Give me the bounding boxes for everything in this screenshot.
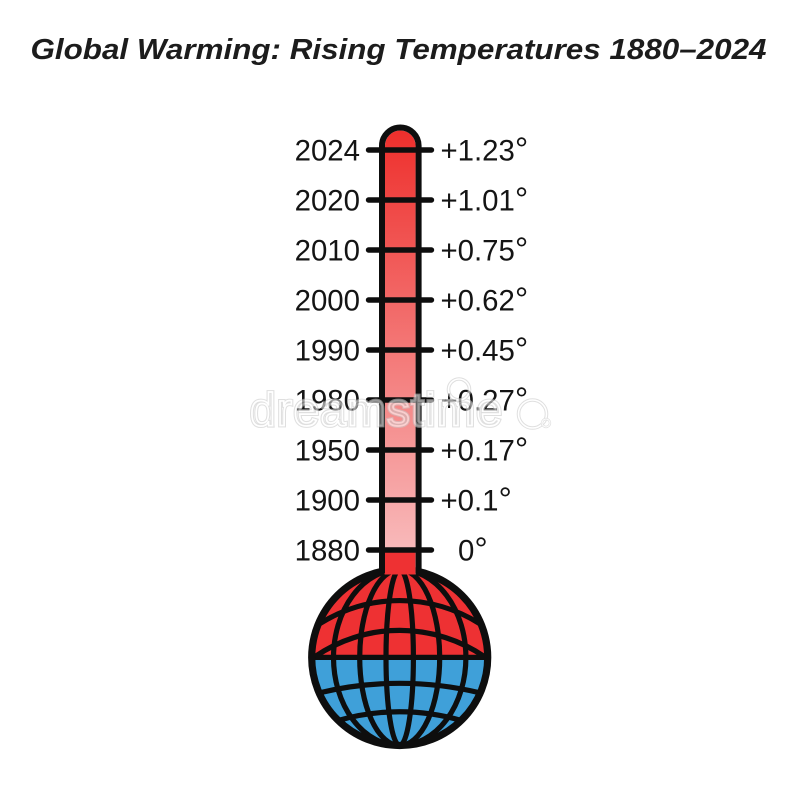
svg-text:dreamstime: dreamstime [250,384,503,436]
svg-text:1880: 1880 [295,534,360,567]
svg-text:+0.62°: +0.62° [441,281,529,318]
svg-text:2020: 2020 [295,184,360,217]
svg-text:2000: 2000 [295,284,360,317]
svg-text:+1.01°: +1.01° [441,181,529,218]
svg-text:1990: 1990 [295,334,360,367]
svg-text:1950: 1950 [295,434,360,467]
svg-text:2024: 2024 [295,134,360,167]
svg-text:dreamstime: dreamstime [250,384,503,436]
svg-text:0°: 0° [458,531,488,568]
svg-text:1980: 1980 [295,384,360,417]
svg-text:2010: 2010 [295,234,360,267]
svg-text:+1.23°: +1.23° [441,131,529,168]
svg-text:+0.1°: +0.1° [441,481,512,518]
svg-text:+0.75°: +0.75° [441,231,529,268]
svg-text:Global Warming: Rising Tempera: Global Warming: Rising Temperatures 1880… [31,34,767,66]
svg-text:1900: 1900 [295,484,360,517]
svg-text:+0.45°: +0.45° [441,331,529,368]
svg-text:+0.17°: +0.17° [441,431,529,468]
